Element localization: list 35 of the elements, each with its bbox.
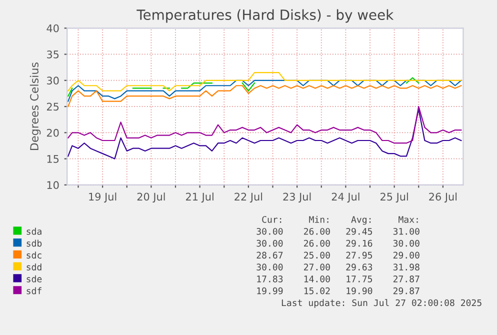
text: 30.00 26.00 29.16 30.00 [256, 240, 420, 247]
y-tick-label: 40 [46, 24, 59, 32]
y-axis-title: Degrees Celsius [30, 62, 41, 150]
chart-title: Temperatures (Hard Disks) - by week [136, 9, 394, 23]
x-tick-label: 23 Jul [283, 192, 311, 203]
text: Last update: Sun Jul 27 02:00:08 2025 [282, 299, 482, 308]
legend-label: sdd [26, 263, 42, 270]
legend-label: sde [26, 275, 42, 282]
text: 17.83 14.00 17.75 27.87 [257, 276, 420, 282]
line-series [68, 85, 462, 108]
legend-label: sdf [26, 287, 42, 294]
y-tick-label: 10 [47, 181, 59, 190]
x-tick-label: 24 Jul [332, 192, 360, 203]
x-tick-label: 22 Jul [234, 192, 262, 203]
line-series [68, 72, 462, 92]
text: Cur: Min: Avg: Max: [262, 216, 418, 225]
y-tick-label: 15 [47, 155, 59, 163]
y-tick-label: 25 [46, 102, 59, 111]
legend-label: sda [26, 228, 42, 235]
x-tick-label: 26 Jul [429, 192, 457, 203]
x-tick-label: 21 Jul [186, 192, 214, 203]
legend-label: sdb [26, 240, 42, 247]
x-tick-label: 19 Jul [89, 192, 116, 203]
line-series [68, 108, 462, 160]
x-tick-label: 20 Jul [137, 192, 165, 203]
text: 28.67 25.00 27.95 29.00 [256, 252, 420, 259]
y-tick-label: 20 [46, 128, 59, 137]
legend-label: sdc [26, 252, 42, 259]
text: 30.00 26.00 29.45 31.00 [256, 228, 420, 235]
y-tick-label: 35 [46, 50, 59, 58]
x-tick-label: 25 Jul [380, 192, 408, 203]
text: 19.99 15.02 19.90 29.87 [257, 287, 420, 294]
text: 30.00 27.00 29.63 31.98 [256, 264, 420, 270]
y-tick-label: 30 [46, 76, 59, 85]
line-series [68, 106, 462, 144]
